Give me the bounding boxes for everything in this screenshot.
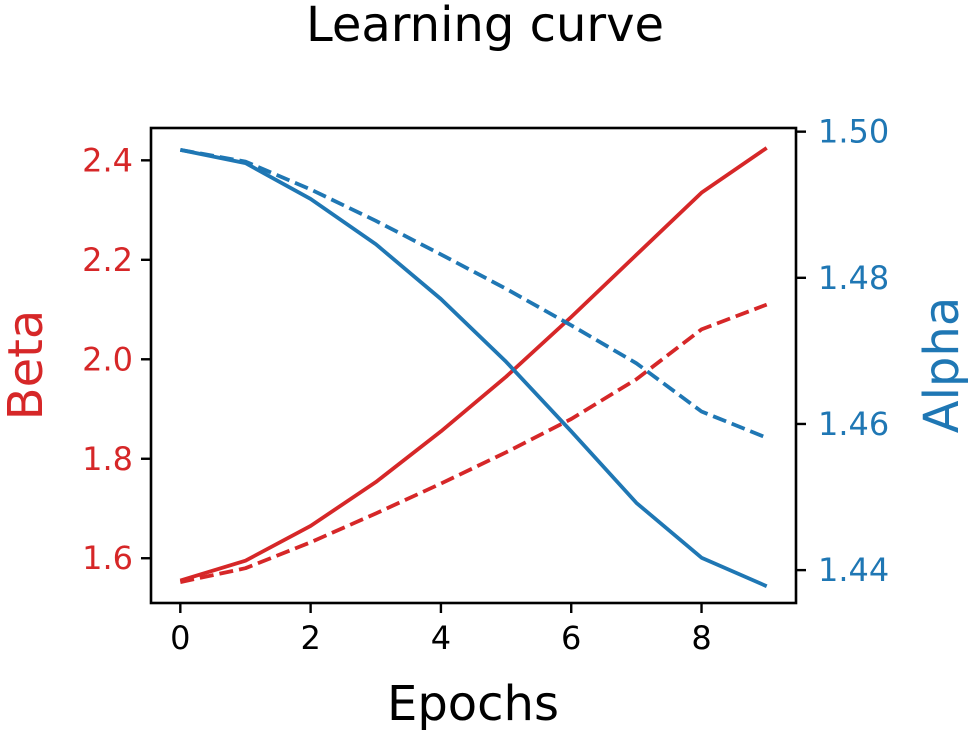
beta-solid-line	[179, 146, 768, 583]
x-tick-label: 8	[691, 619, 711, 657]
right-axis-label: Alpha	[914, 297, 970, 433]
right-y-tick-label: 1.46	[818, 405, 889, 443]
right-y-axis: 1.44 1.46 1.48 1.50	[796, 113, 889, 589]
alpha-solid-line	[179, 148, 768, 588]
left-y-tick-label: 1.6	[82, 539, 133, 577]
left-y-tick-label: 2.4	[82, 141, 133, 179]
x-tick-label: 2	[300, 619, 320, 657]
plot-frame	[149, 126, 798, 605]
chart-title: Learning curve	[306, 0, 664, 53]
series-layer	[179, 146, 768, 588]
right-y-tick-label: 1.50	[818, 113, 889, 151]
right-y-tick-label: 1.44	[818, 551, 889, 589]
left-y-tick-label: 2.0	[82, 340, 133, 378]
x-tick-label: 0	[170, 619, 190, 657]
x-axis-label: Epochs	[387, 676, 559, 732]
right-y-tick-label: 1.48	[818, 259, 889, 297]
left-axis-label: Beta	[0, 310, 54, 421]
left-y-axis: 1.6 1.8 2.0 2.2 2.4	[82, 141, 151, 577]
beta-dashed-line	[179, 302, 768, 584]
x-tick-label: 6	[561, 619, 581, 657]
left-y-tick-label: 1.8	[82, 440, 133, 478]
x-tick-label: 4	[431, 619, 451, 657]
alpha-dashed-line	[179, 148, 768, 440]
x-axis: 0 2 4 6 8	[170, 603, 712, 657]
left-y-tick-label: 2.2	[82, 241, 133, 279]
